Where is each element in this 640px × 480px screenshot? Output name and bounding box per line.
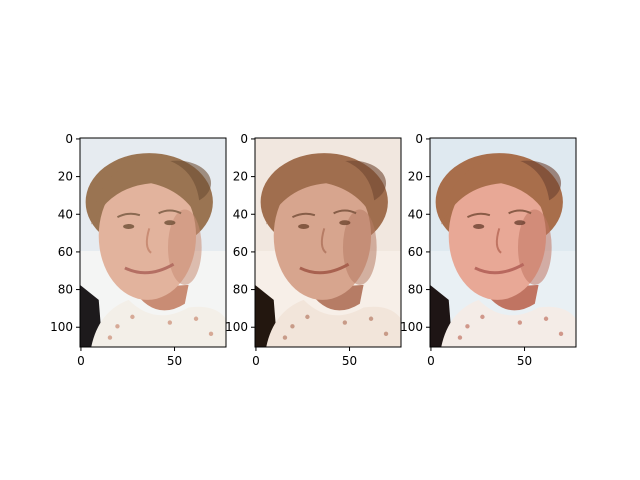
y-tick-label: 80 <box>233 283 248 297</box>
y-tick-label: 40 <box>233 207 248 221</box>
x-tick-label: 0 <box>252 354 260 368</box>
image-panels: 0 20 40 60 80 100 0 50 0 20 40 60 80 100 0 50 0 20 40 60 80 1… <box>50 132 577 368</box>
x-tick-label: 50 <box>342 354 357 368</box>
portrait-image <box>255 138 401 347</box>
y-tick-label: 20 <box>408 170 423 184</box>
panel-sepia-tone: 0 20 40 60 80 100 0 50 <box>225 132 402 368</box>
y-tick-label: 100 <box>225 320 248 334</box>
y-tick-label: 60 <box>58 245 73 259</box>
y-tick-label: 80 <box>58 283 73 297</box>
panel-original: 0 20 40 60 80 100 0 50 <box>50 132 227 368</box>
y-tick-label: 80 <box>408 283 423 297</box>
panel-posterized: 0 20 40 60 80 100 0 50 <box>400 132 577 368</box>
y-tick-label: 0 <box>415 132 423 146</box>
y-tick-label: 100 <box>400 320 423 334</box>
y-tick-label: 100 <box>50 320 73 334</box>
y-tick-label: 0 <box>65 132 73 146</box>
y-tick-label: 40 <box>58 207 73 221</box>
y-tick-label: 20 <box>58 170 73 184</box>
x-tick-label: 50 <box>517 354 532 368</box>
portrait-image <box>430 138 576 347</box>
y-tick-label: 40 <box>408 207 423 221</box>
axes-frame <box>79 137 227 348</box>
axes-frame <box>254 137 402 348</box>
x-tick-label: 0 <box>427 354 435 368</box>
x-tick-label: 50 <box>167 354 182 368</box>
axes-frame <box>429 137 577 348</box>
y-tick-label: 60 <box>233 245 248 259</box>
y-tick-label: 20 <box>233 170 248 184</box>
x-tick-label: 0 <box>77 354 85 368</box>
y-tick-label: 0 <box>240 132 248 146</box>
portrait-image <box>80 138 226 347</box>
y-tick-label: 60 <box>408 245 423 259</box>
